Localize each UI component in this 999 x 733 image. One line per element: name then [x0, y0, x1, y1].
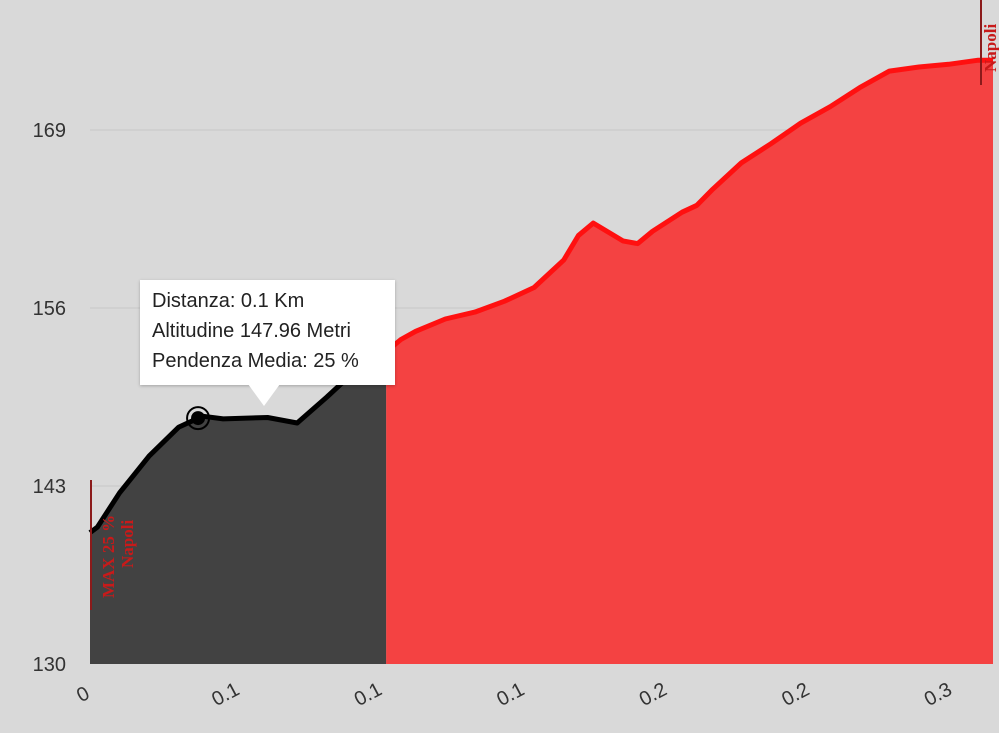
x-tick-label: 0.2 [778, 678, 813, 710]
x-tick-label: 0.3 [921, 678, 956, 710]
hover-ring [186, 406, 211, 431]
y-tick-label: 169 [33, 120, 66, 142]
tooltip-slope: Pendenza Media: 25 % [152, 350, 359, 372]
tooltip-altitude: Altitudine 147.96 Metri [152, 320, 352, 342]
elevation-areas [88, 57, 994, 664]
remaining-area [386, 60, 994, 664]
tooltip-box [140, 280, 395, 385]
x-tick-label: 0.1 [351, 678, 386, 710]
chart-tooltip: Distanza: 0.1 Km Altitudine 147.96 Metri… [140, 280, 395, 406]
x-axis: 0 0.1 0.1 0.1 0.2 0.2 0.3 [73, 678, 956, 710]
y-axis: 130 143 156 169 [33, 120, 66, 676]
hover-marker [186, 406, 211, 431]
tooltip-distance: Distanza: 0.1 Km [152, 290, 305, 312]
x-tick-label: 0.2 [636, 678, 671, 710]
passed-line [88, 349, 388, 535]
end-place-label: Napoli [981, 24, 999, 72]
x-tick-label: 0 [73, 682, 93, 707]
x-tick-label: 0.1 [493, 678, 528, 710]
hover-point [191, 411, 206, 426]
y-tick-label: 156 [33, 298, 66, 320]
start-max-label: MAX 25 % [99, 515, 118, 598]
y-tick-label: 130 [33, 654, 66, 676]
tooltip-arrow [248, 384, 280, 406]
start-place-label: Napoli [118, 520, 137, 568]
remaining-line [384, 57, 993, 354]
y-tick-label: 143 [33, 476, 66, 498]
passed-area [90, 351, 387, 664]
x-tick-label: 0.1 [208, 678, 243, 710]
